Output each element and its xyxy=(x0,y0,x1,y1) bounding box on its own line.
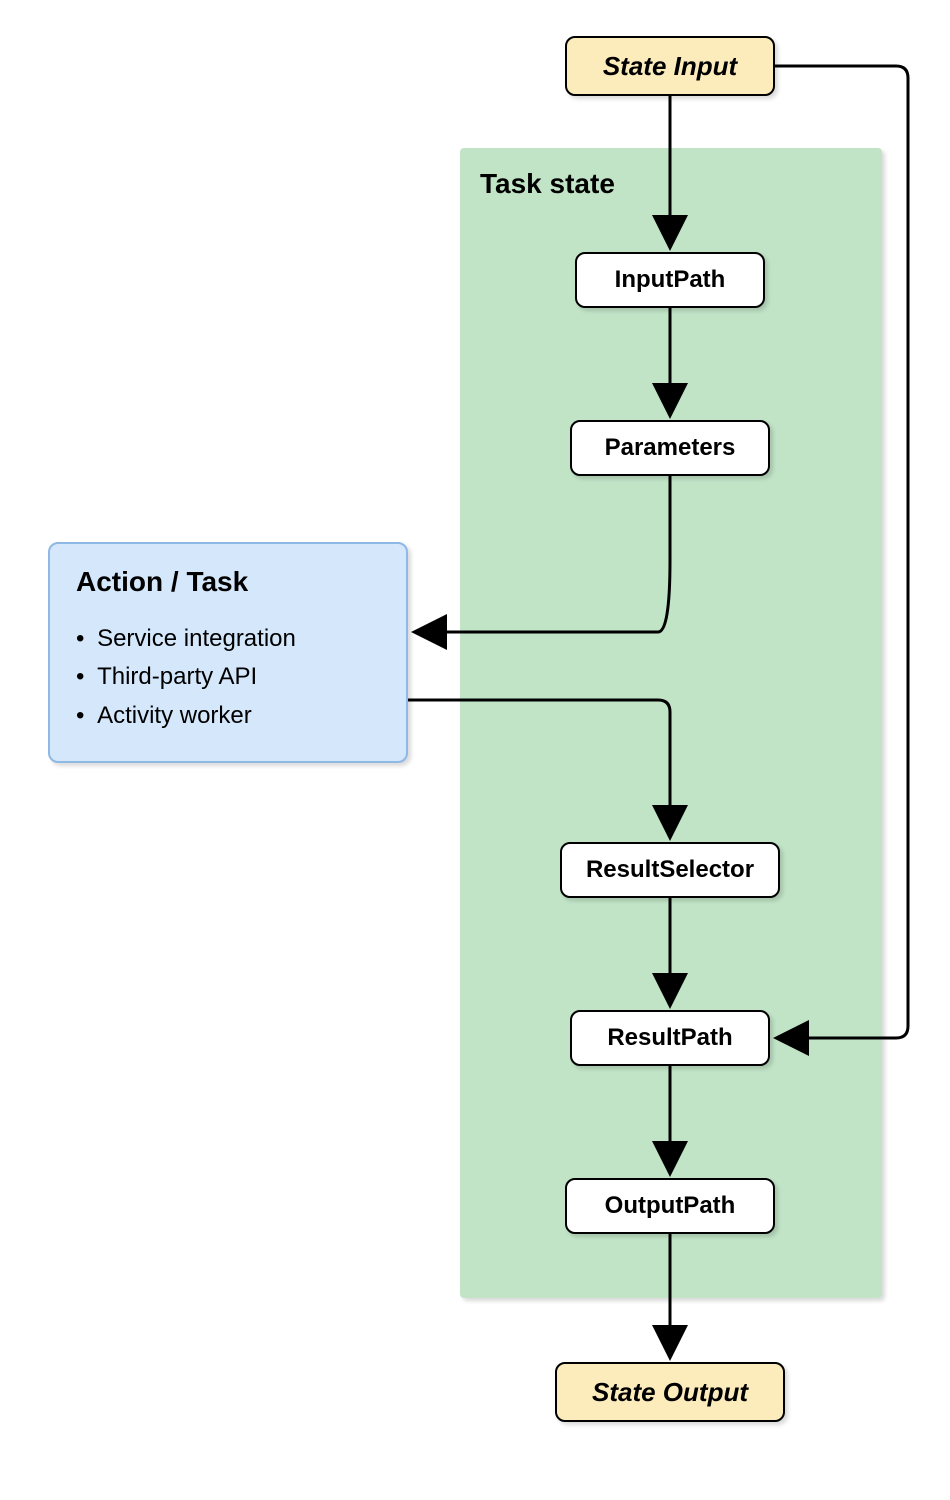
task-state-title: Task state xyxy=(480,168,615,200)
action-task-title: Action / Task xyxy=(76,566,380,598)
result-path-label: ResultPath xyxy=(607,1024,732,1052)
output-path-label: OutputPath xyxy=(605,1192,736,1220)
input-path-node: InputPath xyxy=(575,252,765,308)
parameters-node: Parameters xyxy=(570,420,770,476)
action-item-1: Third-party API xyxy=(76,658,380,696)
result-selector-node: ResultSelector xyxy=(560,842,780,898)
output-path-node: OutputPath xyxy=(565,1178,775,1234)
state-output-label: State Output xyxy=(592,1377,748,1408)
result-path-node: ResultPath xyxy=(570,1010,770,1066)
state-input-node: State Input xyxy=(565,36,775,96)
result-selector-label: ResultSelector xyxy=(586,856,754,884)
action-task-list: Service integration Third-party API Acti… xyxy=(76,620,380,735)
input-path-label: InputPath xyxy=(615,266,726,294)
diagram-canvas: Task state State Input InputPath Paramet… xyxy=(0,0,950,1500)
parameters-label: Parameters xyxy=(605,434,736,462)
state-input-label: State Input xyxy=(603,51,737,82)
action-item-2: Activity worker xyxy=(76,697,380,735)
state-output-node: State Output xyxy=(555,1362,785,1422)
action-task-box: Action / Task Service integration Third-… xyxy=(48,542,408,763)
task-state-container xyxy=(460,148,882,1298)
action-item-0: Service integration xyxy=(76,620,380,658)
